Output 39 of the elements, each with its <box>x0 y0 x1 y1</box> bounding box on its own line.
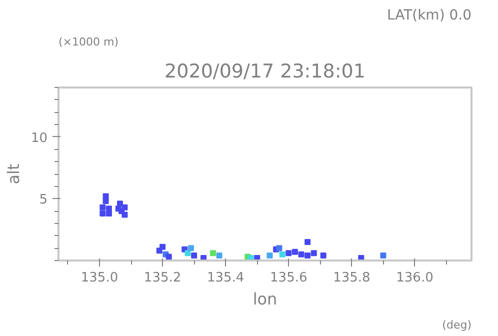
text: LAT(km) 0.0 <box>386 8 472 24</box>
point <box>276 245 282 252</box>
point <box>304 252 311 259</box>
point <box>298 251 304 258</box>
point <box>100 210 106 217</box>
point <box>166 254 172 260</box>
point <box>188 245 194 252</box>
point <box>304 238 311 245</box>
point <box>122 204 128 210</box>
point <box>266 252 273 259</box>
point <box>292 248 298 255</box>
point <box>160 244 166 250</box>
point <box>116 200 123 207</box>
y-tick-label: 10 <box>30 130 48 146</box>
text: (deg) <box>442 318 472 332</box>
point <box>102 193 109 200</box>
point <box>216 252 222 259</box>
y-tick-label: 5 <box>39 192 48 208</box>
x-tick-label: 135.4 <box>206 270 244 286</box>
point <box>286 250 292 256</box>
point <box>380 252 386 259</box>
x-tick-label: 135.0 <box>80 270 118 286</box>
chart-title: 2020/09/17 23:18:01 <box>164 60 366 82</box>
point <box>106 210 112 217</box>
point <box>279 251 286 258</box>
x-tick-label: 136.0 <box>396 270 434 286</box>
point <box>100 204 106 210</box>
text: (×1000 m) <box>58 36 119 48</box>
y-axis-title: alt <box>4 164 23 184</box>
x-tick-label: 135.6 <box>270 270 308 286</box>
x-axis-title: lon <box>252 290 278 308</box>
point <box>191 252 198 259</box>
point <box>320 252 326 259</box>
point <box>210 250 216 256</box>
point <box>122 212 128 218</box>
point <box>310 250 317 256</box>
point <box>184 250 191 256</box>
x-tick-label: 135.8 <box>333 270 370 286</box>
x-tick-label: 135.2 <box>144 270 182 286</box>
